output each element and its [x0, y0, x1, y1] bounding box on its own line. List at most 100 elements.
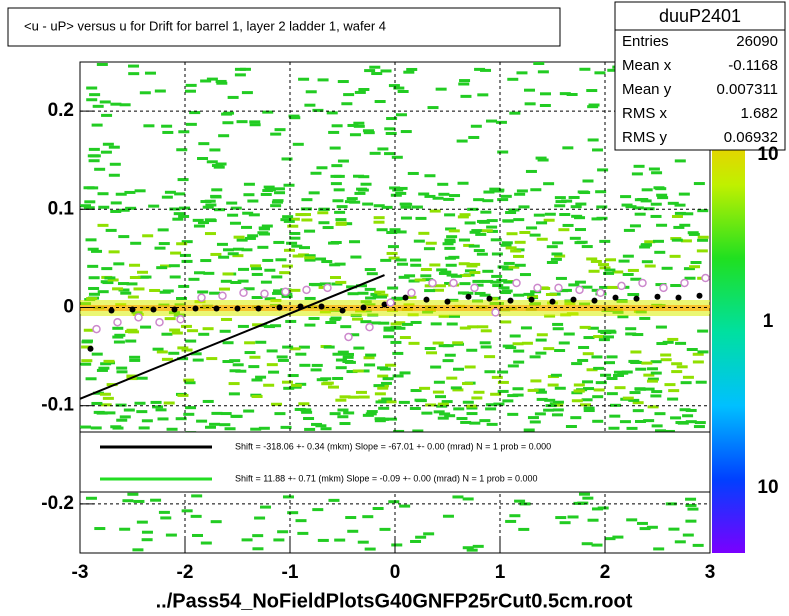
density-cell — [502, 399, 514, 403]
density-cell — [205, 203, 217, 207]
density-cell — [81, 359, 93, 363]
density-cell — [221, 317, 233, 321]
density-cell — [505, 246, 517, 250]
density-cell — [274, 128, 286, 132]
y-tick-label: -0.1 — [41, 395, 74, 416]
density-cell — [241, 225, 253, 229]
density-cell — [387, 286, 399, 290]
density-cell — [184, 381, 196, 385]
density-cell — [427, 106, 439, 110]
density-cell — [317, 211, 329, 215]
density-cell — [581, 245, 593, 249]
density-cell — [216, 242, 228, 246]
density-cell — [87, 154, 99, 158]
density-cell — [472, 279, 484, 283]
density-cell — [251, 272, 263, 276]
density-cell — [430, 322, 442, 326]
density-cell — [581, 285, 593, 289]
density-cell — [669, 254, 681, 258]
density-cell — [410, 258, 422, 262]
density-cell — [295, 352, 307, 356]
density-cell — [674, 159, 686, 163]
profile-point — [129, 306, 136, 313]
density-cell — [389, 228, 401, 232]
density-cell — [104, 411, 116, 415]
density-cell — [492, 189, 504, 193]
stat-value: 1.682 — [740, 105, 778, 122]
density-cell — [259, 505, 271, 509]
density-cell — [329, 276, 341, 280]
profile-point — [612, 294, 619, 301]
density-cell — [209, 422, 221, 426]
density-cell — [354, 90, 366, 94]
density-cell — [341, 102, 353, 106]
density-cell — [650, 202, 662, 206]
density-cell — [437, 416, 449, 420]
density-cell — [497, 265, 509, 269]
density-cell — [335, 398, 347, 402]
density-cell — [579, 67, 591, 71]
density-cell — [241, 91, 253, 95]
density-cell — [304, 103, 316, 107]
stat-label: RMS y — [622, 129, 668, 146]
density-cell — [228, 392, 240, 396]
density-cell — [288, 217, 300, 221]
stat-value: 26090 — [736, 33, 778, 50]
density-cell — [230, 281, 242, 285]
density-cell — [604, 268, 616, 272]
density-cell — [670, 237, 682, 241]
density-cell — [81, 340, 93, 344]
density-cell — [158, 510, 170, 514]
density-cell — [377, 147, 389, 151]
density-cell — [116, 418, 128, 422]
density-cell — [438, 271, 450, 275]
density-cell — [350, 255, 362, 259]
density-cell — [523, 428, 535, 432]
density-cell — [362, 129, 374, 133]
density-cell — [437, 402, 449, 406]
density-cell — [161, 332, 173, 336]
density-cell — [513, 218, 525, 222]
density-cell — [613, 370, 625, 374]
density-cell — [244, 236, 256, 240]
density-cell — [80, 204, 92, 208]
density-cell — [129, 358, 141, 362]
density-cell — [332, 376, 344, 380]
density-cell — [170, 251, 182, 255]
density-cell — [535, 156, 547, 160]
density-cell — [597, 168, 609, 172]
density-cell — [137, 270, 149, 274]
density-cell — [149, 288, 161, 292]
density-cell — [404, 274, 416, 278]
density-cell — [662, 340, 674, 344]
density-cell — [697, 209, 709, 213]
density-cell — [335, 280, 347, 284]
density-cell — [304, 256, 316, 260]
density-cell — [255, 340, 267, 344]
density-cell — [332, 352, 344, 356]
density-cell — [408, 279, 420, 283]
density-cell — [424, 289, 436, 293]
density-cell — [390, 340, 402, 344]
density-cell — [639, 527, 651, 531]
density-cell — [424, 194, 436, 198]
density-cell — [166, 427, 178, 431]
density-cell — [644, 240, 656, 244]
density-cell — [617, 315, 629, 319]
density-cell — [696, 249, 708, 253]
density-cell — [110, 102, 122, 106]
density-cell — [627, 268, 639, 272]
density-cell — [399, 202, 411, 206]
density-cell — [586, 89, 598, 93]
profile-point — [339, 307, 346, 314]
density-cell — [100, 280, 112, 284]
density-cell — [583, 336, 595, 340]
density-cell — [134, 189, 146, 193]
density-cell — [450, 274, 462, 278]
density-cell — [472, 283, 484, 287]
density-cell — [273, 240, 285, 244]
density-cell — [206, 357, 218, 361]
density-cell — [308, 282, 320, 286]
density-cell — [287, 374, 299, 378]
density-cell — [398, 275, 410, 279]
